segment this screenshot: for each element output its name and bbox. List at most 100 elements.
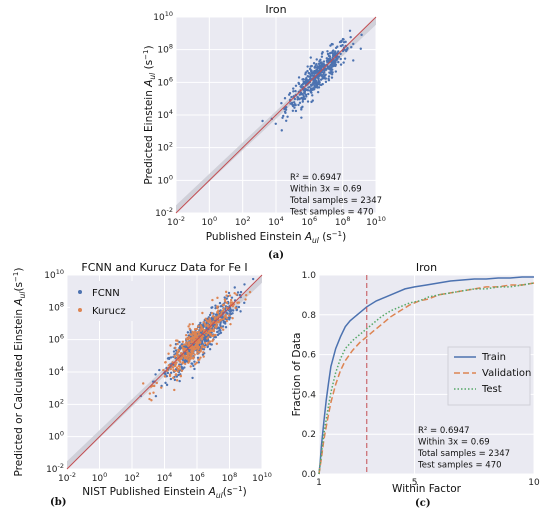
data-point bbox=[183, 359, 187, 362]
data-point bbox=[206, 331, 210, 335]
data-point bbox=[148, 397, 151, 401]
data-point bbox=[206, 345, 209, 349]
data-point bbox=[181, 340, 185, 343]
data-point bbox=[172, 376, 175, 380]
data-point bbox=[178, 368, 182, 371]
data-point bbox=[339, 63, 343, 66]
data-point bbox=[314, 64, 317, 67]
data-point bbox=[301, 105, 304, 109]
data-point bbox=[212, 315, 215, 318]
data-point bbox=[190, 349, 193, 352]
data-point bbox=[313, 79, 317, 83]
data-point bbox=[195, 361, 199, 364]
data-point bbox=[167, 352, 170, 355]
data-point bbox=[222, 307, 225, 311]
data-point bbox=[332, 61, 336, 64]
data-point bbox=[315, 84, 318, 87]
data-point bbox=[190, 362, 193, 365]
data-point bbox=[212, 328, 215, 331]
data-point bbox=[216, 305, 219, 308]
data-point bbox=[196, 352, 199, 355]
data-point bbox=[324, 80, 328, 84]
panel-caption: (c) bbox=[415, 498, 431, 509]
data-point bbox=[337, 60, 340, 64]
data-point bbox=[202, 329, 205, 332]
data-point bbox=[216, 296, 219, 300]
series-line bbox=[318, 276, 534, 475]
data-point bbox=[339, 52, 342, 56]
data-point bbox=[217, 326, 221, 330]
data-point bbox=[223, 296, 226, 299]
data-point bbox=[214, 306, 217, 310]
data-point bbox=[207, 341, 210, 345]
data-point bbox=[202, 321, 205, 324]
data-point bbox=[331, 71, 334, 74]
y-tick-label: 100 bbox=[48, 430, 64, 443]
data-point bbox=[187, 344, 190, 347]
data-point bbox=[182, 347, 186, 350]
data-point bbox=[155, 381, 159, 385]
data-point bbox=[199, 328, 202, 331]
data-point bbox=[229, 309, 233, 313]
data-point bbox=[177, 373, 180, 377]
data-point bbox=[327, 75, 331, 78]
data-point bbox=[231, 309, 235, 312]
data-point bbox=[294, 84, 298, 87]
data-point bbox=[319, 58, 322, 62]
data-point bbox=[324, 77, 327, 80]
identity-line bbox=[66, 274, 263, 470]
data-point bbox=[310, 69, 313, 72]
annotation-line: Test samples = 470 bbox=[417, 461, 502, 471]
data-point bbox=[224, 313, 227, 317]
data-point bbox=[173, 388, 176, 392]
data-point bbox=[323, 63, 327, 67]
data-point bbox=[331, 43, 334, 46]
annotation-line: Within 3x = 0.69 bbox=[290, 185, 362, 195]
data-point bbox=[187, 361, 190, 364]
data-point bbox=[284, 119, 288, 122]
y-tick-label: 104 bbox=[157, 108, 173, 121]
data-point bbox=[288, 92, 292, 95]
data-point bbox=[312, 82, 315, 86]
data-point bbox=[191, 376, 194, 380]
data-point bbox=[173, 355, 176, 359]
data-point bbox=[211, 339, 214, 343]
data-point bbox=[307, 92, 310, 96]
data-point bbox=[313, 66, 316, 69]
y-tick-label: 1010 bbox=[153, 10, 173, 23]
data-point bbox=[330, 76, 334, 79]
data-point bbox=[180, 366, 184, 369]
data-point bbox=[203, 341, 207, 345]
data-point bbox=[316, 90, 320, 94]
data-point bbox=[234, 306, 237, 310]
data-point bbox=[213, 333, 216, 337]
data-point bbox=[243, 301, 246, 305]
data-point bbox=[326, 52, 330, 56]
data-point bbox=[186, 356, 189, 359]
data-point bbox=[303, 82, 307, 85]
data-point bbox=[310, 100, 313, 104]
data-point bbox=[229, 301, 233, 304]
x-tick-label: 5 bbox=[412, 478, 418, 488]
data-point bbox=[331, 50, 335, 53]
data-point bbox=[294, 109, 298, 113]
data-point bbox=[216, 315, 219, 319]
x-axis-label: NIST Published Einstein Aul(s−1) bbox=[82, 485, 246, 500]
data-point bbox=[199, 356, 202, 359]
annotation-line: R² = 0.6947 bbox=[290, 173, 342, 183]
data-point bbox=[176, 342, 179, 346]
data-point bbox=[317, 79, 320, 82]
data-point bbox=[236, 301, 239, 304]
data-point bbox=[290, 95, 293, 99]
data-point bbox=[235, 293, 238, 296]
data-point bbox=[251, 277, 255, 281]
data-point bbox=[333, 52, 336, 55]
data-point bbox=[164, 381, 167, 385]
data-point bbox=[311, 71, 314, 74]
data-point bbox=[199, 324, 202, 327]
data-point bbox=[328, 52, 332, 55]
data-point bbox=[301, 78, 304, 81]
data-point bbox=[325, 59, 329, 63]
data-point bbox=[297, 97, 300, 100]
data-point bbox=[334, 70, 338, 73]
